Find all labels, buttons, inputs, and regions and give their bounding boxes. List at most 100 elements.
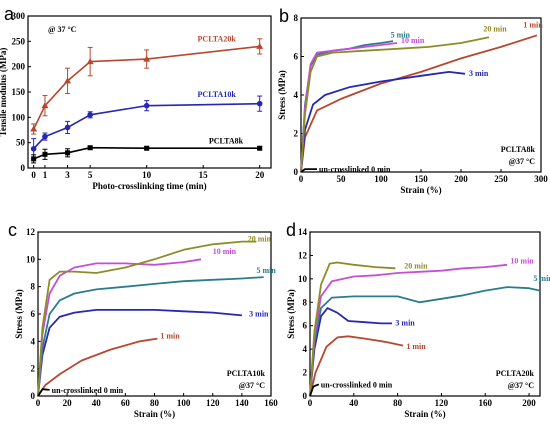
series-label: PCLTA8k bbox=[209, 137, 244, 146]
panel-c: c 0 20 40 60 80 100 120 140 160 0 2 4 6 8 10 12 Strain (%… bbox=[8, 220, 278, 419]
y-tick-label: 10 bbox=[298, 274, 308, 284]
data-point bbox=[87, 145, 93, 151]
panel-b: b 0 50 100 150 200 250 300 0 2 4 6 8 Strain (%) Stress… bbox=[277, 6, 548, 195]
series-20-min: 20 min bbox=[309, 261, 428, 397]
x-tick-label: 0 bbox=[299, 174, 304, 184]
y-tick-label: 8 bbox=[31, 282, 36, 292]
y-tick-label: 0 bbox=[31, 391, 36, 401]
series-10-min: 10 min bbox=[37, 247, 237, 397]
series-3-min: 3 min bbox=[300, 69, 489, 173]
data-point bbox=[144, 145, 150, 151]
panel-letter: d bbox=[286, 220, 296, 240]
temperature-label: @ 37 °C bbox=[48, 25, 77, 34]
y-axis-label: Stress (MPa) bbox=[286, 289, 296, 339]
series-label: 10 min bbox=[510, 257, 534, 266]
y-tick-label: 0 bbox=[21, 163, 26, 173]
y-tick-label: 250 bbox=[12, 36, 26, 46]
panel-letter: c bbox=[8, 220, 17, 240]
y-tick-label: 150 bbox=[12, 87, 26, 97]
series-line bbox=[309, 307, 393, 397]
temperature-label: @37 °C bbox=[508, 381, 535, 390]
baseline-label: un-crosslinked 0 min bbox=[319, 165, 391, 174]
series-line bbox=[37, 337, 158, 397]
y-tick-label: 12 bbox=[298, 250, 308, 260]
plot-frame bbox=[309, 231, 541, 397]
series-pclta8k: PCLTA8k bbox=[31, 137, 263, 164]
data-point bbox=[256, 42, 264, 49]
y-axis-label: Stress (MPa) bbox=[277, 70, 287, 120]
series-label: 20 min bbox=[248, 235, 272, 244]
x-tick-label: 10 bbox=[142, 170, 152, 180]
x-tick-label: 0 bbox=[308, 398, 313, 408]
y-tick-label: 8 bbox=[303, 297, 308, 307]
x-axis-label: Strain (%) bbox=[134, 409, 175, 419]
y-tick-label: 2 bbox=[303, 368, 308, 378]
series-3-min: 3 min bbox=[37, 309, 269, 397]
baseline-label: un-crosslinked 0 min bbox=[321, 380, 393, 389]
x-tick-label: 40 bbox=[92, 398, 102, 408]
series-pclta10k: PCLTA10k bbox=[30, 90, 263, 160]
series-line bbox=[32, 45, 260, 130]
x-tick-label: 200 bbox=[454, 174, 468, 184]
series-label: 10 min bbox=[213, 247, 237, 256]
series-line bbox=[309, 335, 404, 397]
x-tick-label: 160 bbox=[478, 398, 492, 408]
series-un-crosslinked-0-min bbox=[309, 383, 320, 397]
series-line bbox=[309, 263, 508, 397]
x-tick-label: 3 bbox=[65, 170, 70, 180]
data-point bbox=[143, 102, 150, 109]
y-tick-label: 6 bbox=[294, 52, 299, 62]
series-1-min: 1 min bbox=[309, 335, 426, 397]
y-tick-label: 4 bbox=[294, 90, 299, 100]
x-axis-label: Strain (%) bbox=[404, 409, 445, 419]
series-1-min: 1 min bbox=[37, 332, 180, 397]
y-tick-label: 4 bbox=[303, 344, 308, 354]
series-line bbox=[37, 258, 202, 397]
y-axis-label: Tensile modulus (MPa) bbox=[0, 48, 8, 137]
x-axis-label: Photo-crosslinking time (min) bbox=[92, 181, 206, 191]
y-tick-label: 0 bbox=[294, 167, 299, 177]
data-point bbox=[30, 125, 38, 132]
y-tick-label: 2 bbox=[31, 364, 36, 374]
y-tick-label: 4 bbox=[31, 336, 36, 346]
x-tick-label: 0 bbox=[31, 170, 36, 180]
series-label: 1 min bbox=[406, 342, 426, 351]
y-tick-label: 12 bbox=[26, 227, 36, 237]
y-tick-label: 50 bbox=[16, 138, 26, 148]
series-label: 1 min bbox=[160, 332, 180, 341]
series-un-crosslinked-0-min bbox=[300, 168, 317, 173]
y-tick-label: 0 bbox=[303, 391, 308, 401]
series-label: 1 min bbox=[523, 21, 543, 30]
series-label: PCLTA10k bbox=[198, 90, 237, 99]
series-10-min: 10 min bbox=[309, 257, 534, 397]
x-tick-label: 100 bbox=[177, 398, 191, 408]
y-tick-label: 8 bbox=[294, 13, 299, 23]
series-5-min: 5 min bbox=[309, 274, 550, 397]
y-tick-label: 2 bbox=[294, 129, 299, 139]
data-point bbox=[64, 77, 72, 84]
x-tick-label: 15 bbox=[199, 170, 209, 180]
series-1-min: 1 min bbox=[300, 21, 543, 173]
series-20-min: 20 min bbox=[37, 235, 272, 397]
material-label: PCLTA8k bbox=[501, 145, 536, 154]
x-tick-label: 150 bbox=[414, 174, 428, 184]
data-point bbox=[31, 156, 37, 162]
data-point bbox=[256, 100, 263, 107]
series-line bbox=[300, 71, 466, 173]
series-label: PCLTA20k bbox=[198, 34, 237, 43]
y-tick-label: 10 bbox=[26, 254, 36, 264]
series-line bbox=[300, 168, 317, 173]
series-line bbox=[37, 309, 242, 397]
temperature-label: @37 °C bbox=[509, 157, 536, 166]
data-point bbox=[42, 151, 48, 157]
x-tick-label: 60 bbox=[121, 398, 131, 408]
data-point bbox=[87, 112, 93, 118]
series-20-min: 20 min bbox=[300, 24, 507, 173]
x-tick-label: 160 bbox=[264, 398, 278, 408]
y-tick-label: 6 bbox=[31, 309, 36, 319]
series-label: 3 min bbox=[249, 310, 269, 319]
series-label: 5 min bbox=[533, 274, 550, 283]
x-axis-label: Strain (%) bbox=[400, 185, 441, 195]
x-tick-label: 250 bbox=[494, 174, 508, 184]
